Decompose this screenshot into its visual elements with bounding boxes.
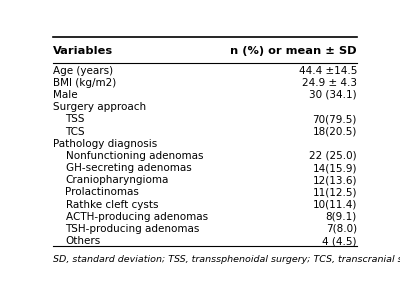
Text: 7(8.0): 7(8.0) [326,224,357,234]
Text: n (%) or mean ± SD: n (%) or mean ± SD [230,47,357,57]
Text: Surgery approach: Surgery approach [53,102,146,112]
Text: Variables: Variables [53,47,113,57]
Text: BMI (kg/m2): BMI (kg/m2) [53,78,116,88]
Text: 8(9.1): 8(9.1) [326,212,357,222]
Text: TCS: TCS [66,127,85,137]
Text: 22 (25.0): 22 (25.0) [309,151,357,161]
Text: Craniopharyngioma: Craniopharyngioma [66,175,169,185]
Text: GH-secreting adenomas: GH-secreting adenomas [66,163,191,173]
Text: 11(12.5): 11(12.5) [312,188,357,197]
Text: Rathke cleft cysts: Rathke cleft cysts [66,200,158,209]
Text: 14(15.9): 14(15.9) [312,163,357,173]
Text: Others: Others [66,236,101,246]
Text: Prolactinomas: Prolactinomas [66,188,139,197]
Text: 10(11.4): 10(11.4) [312,200,357,209]
Text: 24.9 ± 4.3: 24.9 ± 4.3 [302,78,357,88]
Text: 70(79.5): 70(79.5) [312,114,357,124]
Text: Nonfunctioning adenomas: Nonfunctioning adenomas [66,151,203,161]
Text: 44.4 ±14.5: 44.4 ±14.5 [298,66,357,76]
Text: 4 (4.5): 4 (4.5) [322,236,357,246]
Text: Pathology diagnosis: Pathology diagnosis [53,139,157,149]
Text: ACTH-producing adenomas: ACTH-producing adenomas [66,212,208,222]
Text: Male: Male [53,90,78,100]
Text: TSS: TSS [66,114,85,124]
Text: TSH-producing adenomas: TSH-producing adenomas [66,224,200,234]
Text: 12(13.6): 12(13.6) [312,175,357,185]
Text: 18(20.5): 18(20.5) [312,127,357,137]
Text: SD, standard deviation; TSS, transsphenoidal surgery; TCS, transcranial surgery.: SD, standard deviation; TSS, transspheno… [53,255,400,264]
Text: 30 (34.1): 30 (34.1) [309,90,357,100]
Text: Age (years): Age (years) [53,66,113,76]
